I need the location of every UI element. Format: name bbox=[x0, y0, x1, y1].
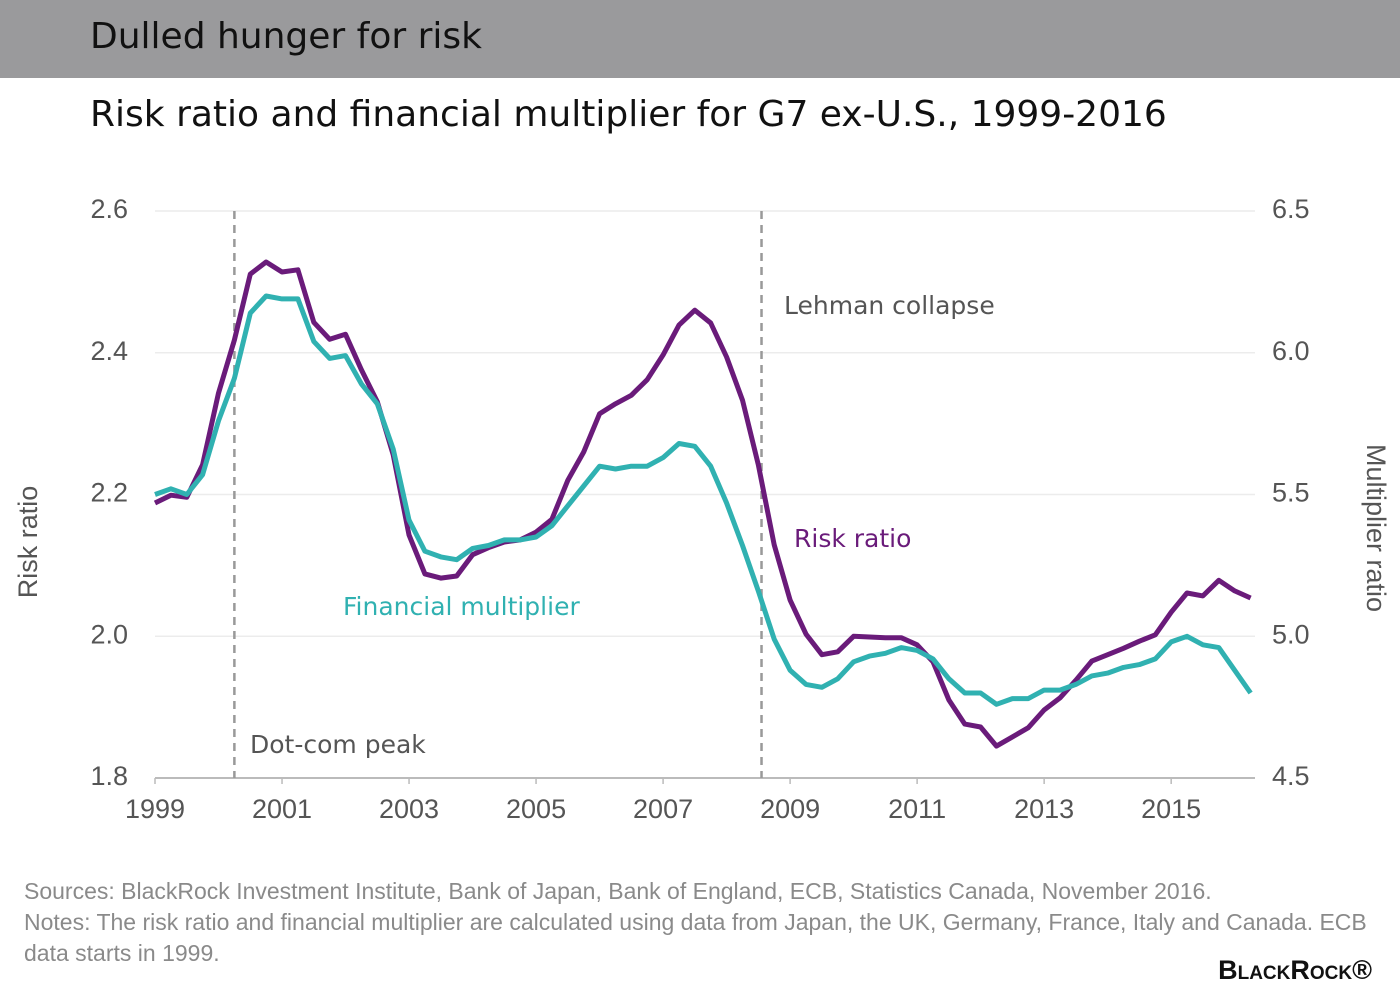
y-tick-label: 2.2 bbox=[90, 478, 128, 508]
y2-tick-label: 6.5 bbox=[1272, 194, 1310, 224]
header-title: Dulled hunger for risk bbox=[90, 16, 483, 57]
y2-tick-label: 5.0 bbox=[1272, 619, 1310, 649]
y2-tick-label: 4.5 bbox=[1272, 761, 1310, 791]
x-tick-label: 1999 bbox=[125, 794, 185, 824]
event-label: Lehman collapse bbox=[784, 291, 995, 320]
y-tick-label: 2.4 bbox=[90, 336, 128, 366]
y-tick-label: 2.6 bbox=[90, 194, 128, 224]
y2-tick-label: 5.5 bbox=[1272, 478, 1310, 508]
notes: Notes: The risk ratio and financial mult… bbox=[24, 909, 1367, 966]
series-line bbox=[154, 293, 1253, 707]
event-label: Dot-com peak bbox=[250, 730, 426, 759]
x-tick-label: 2001 bbox=[252, 794, 312, 824]
y2-tick-label: 6.0 bbox=[1272, 336, 1310, 366]
y-tick-label: 1.8 bbox=[90, 761, 128, 791]
series-label: Financial multiplier bbox=[343, 592, 580, 621]
series-line bbox=[153, 259, 1252, 749]
x-tick-label: 2003 bbox=[379, 794, 439, 824]
chart: 1.8 2.0 2.2 2.4 2.6 4.5 5.0 5.5 6.0 6.5 1999 2001 20… bbox=[13, 194, 1391, 824]
y-tick-label: 2.0 bbox=[90, 619, 128, 649]
logo: BlackRock® bbox=[1218, 955, 1372, 985]
x-tick-label: 2005 bbox=[506, 794, 566, 824]
footer: Sources: BlackRock Investment Institute,… bbox=[24, 876, 1384, 969]
header-bar: Dulled hunger for risk bbox=[0, 0, 1400, 78]
y2-axis-label: Multiplier ratio bbox=[1361, 444, 1391, 612]
x-tick-label: 2013 bbox=[1014, 794, 1074, 824]
x-tick-label: 2015 bbox=[1141, 794, 1201, 824]
sources: Sources: BlackRock Investment Institute,… bbox=[24, 878, 1212, 904]
x-tick-label: 2009 bbox=[760, 794, 820, 824]
series-label: Risk ratio bbox=[794, 524, 911, 553]
chart-title: Risk ratio and financial multiplier for … bbox=[90, 94, 1167, 135]
y-axis-label: Risk ratio bbox=[13, 486, 43, 599]
x-tick-label: 2011 bbox=[888, 794, 946, 824]
x-tick-label: 2007 bbox=[633, 794, 693, 824]
